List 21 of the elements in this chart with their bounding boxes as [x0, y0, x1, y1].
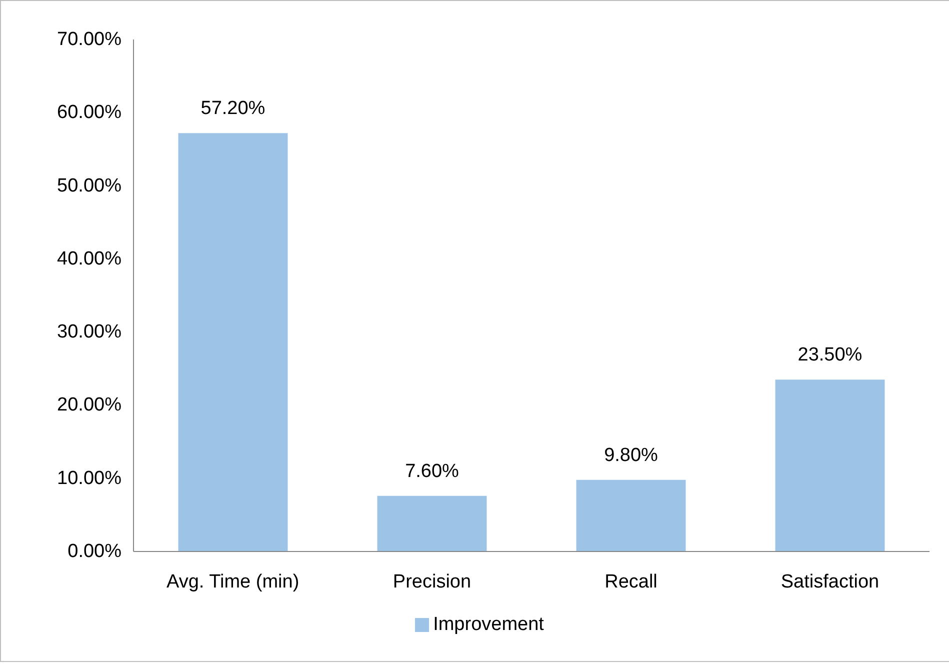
y-tick-label: 70.00% — [57, 29, 122, 50]
bar — [178, 133, 288, 552]
bar — [377, 496, 487, 552]
y-tick-label: 20.00% — [57, 394, 122, 416]
text: 7.60% — [405, 460, 459, 482]
y-tick-label: 10.00% — [57, 468, 122, 489]
y-tick-label: 0.00% — [68, 541, 122, 562]
text: 57.20% — [200, 98, 266, 120]
text: 9.80% — [604, 444, 658, 466]
y-tick-label: 30.00% — [57, 322, 122, 343]
legend-label: Improvement — [433, 613, 544, 637]
x-tick-label: Avg. Time (min) — [166, 572, 300, 592]
x-tick-label: Recall — [604, 572, 658, 592]
y-tick-label: 40.00% — [57, 248, 122, 270]
bar — [775, 380, 885, 552]
y-tick-label: 60.00% — [57, 102, 122, 124]
y-tick-label: 50.00% — [57, 175, 122, 196]
text: 23.50% — [798, 344, 862, 366]
bar — [576, 480, 686, 552]
x-tick-label: Precision — [392, 572, 472, 592]
x-tick-label: Satisfaction — [780, 572, 880, 592]
